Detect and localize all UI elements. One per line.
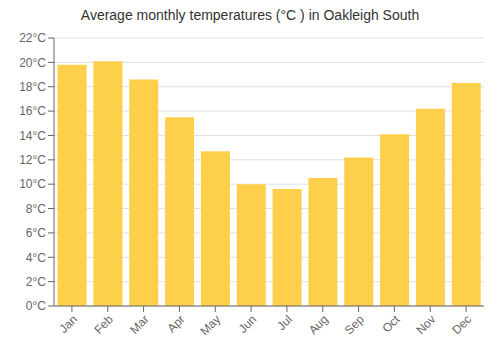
svg-text:Oct: Oct	[379, 312, 403, 336]
svg-text:Feb: Feb	[91, 312, 116, 337]
svg-text:Jan: Jan	[56, 312, 80, 336]
svg-text:2°C: 2°C	[26, 275, 46, 289]
svg-text:6°C: 6°C	[26, 226, 46, 240]
svg-text:Jul: Jul	[274, 312, 295, 333]
svg-text:4°C: 4°C	[26, 251, 46, 265]
svg-text:10°C: 10°C	[19, 177, 46, 191]
svg-text:14°C: 14°C	[19, 129, 46, 143]
svg-text:0°C: 0°C	[26, 299, 46, 313]
svg-text:Jun: Jun	[236, 312, 260, 336]
svg-text:Dec: Dec	[449, 312, 474, 337]
svg-text:Aug: Aug	[306, 312, 331, 337]
html-text:Average monthly temperatures (: Average monthly temperatures (°C ) in Oa…	[80, 7, 420, 23]
svg-text:Nov: Nov	[413, 312, 438, 337]
svg-text:12°C: 12°C	[19, 153, 46, 167]
svg-text:Mar: Mar	[127, 312, 152, 337]
svg-text:20°C: 20°C	[19, 56, 46, 70]
svg-text:8°C: 8°C	[26, 202, 46, 216]
svg-text:16°C: 16°C	[19, 104, 46, 118]
svg-text:18°C: 18°C	[19, 80, 46, 94]
svg-text:22°C: 22°C	[19, 31, 46, 45]
svg-text:May: May	[197, 312, 223, 338]
svg-text:Apr: Apr	[164, 312, 187, 335]
svg-text:Sep: Sep	[342, 312, 367, 337]
